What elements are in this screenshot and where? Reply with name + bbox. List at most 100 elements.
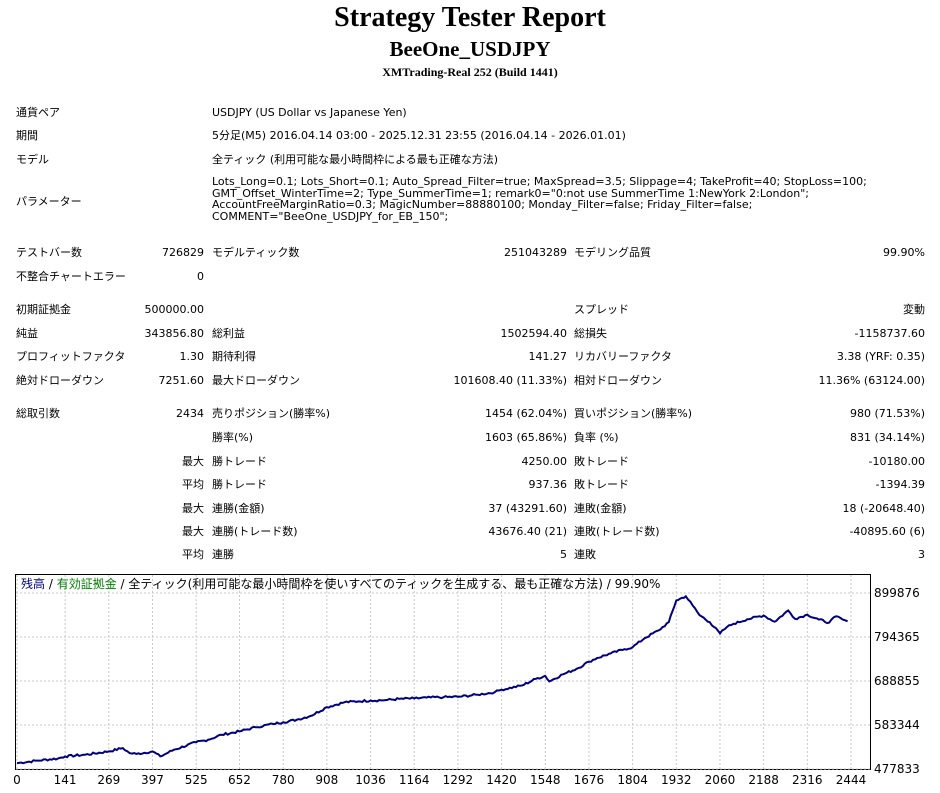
avg-consec-win-value: 5: [560, 548, 567, 561]
balance-line: [16, 594, 848, 765]
x-tick-label: 1164: [398, 773, 430, 787]
recovery-factor-value: 3.38 (YRF: 0.35): [836, 350, 925, 363]
model-label: モデル: [16, 153, 49, 166]
short-positions-value: 1454 (62.04%): [484, 407, 567, 420]
avg-consec-loss-label: 連敗: [574, 548, 596, 561]
consec-loss-trades-label: 連敗(トレード数): [574, 525, 660, 538]
loss-rate-value: 831 (34.14%): [849, 431, 925, 444]
win-rate-label: 勝率(%): [212, 431, 254, 444]
spread-value: 変動: [903, 303, 925, 316]
recovery-factor-label: リカバリーファクタ: [574, 350, 672, 363]
params-line: AccountFreeMarginRatio=0.3; MagicNumber=…: [212, 198, 753, 211]
expected-payoff-label: 期待利得: [212, 350, 256, 363]
y-tick-label: 899876: [874, 586, 920, 600]
symbol-label: 通貨ペア: [16, 106, 60, 119]
consec-win-trades-value: 43676.40 (21): [488, 525, 567, 538]
legend-separator: /: [45, 577, 57, 591]
max-loss-value: -10180.00: [868, 455, 925, 468]
max-word: 最大: [182, 455, 204, 468]
x-tick-label: 908: [315, 773, 339, 787]
period-value: 5分足(M5) 2016.04.14 03:00 - 2025.12.31 23…: [212, 129, 626, 142]
spread-label: スプレッド: [574, 303, 629, 316]
x-tick-label: 2060: [704, 773, 736, 787]
model-value: 全ティック (利用可能な最小時間枠による最も正確な方法): [212, 153, 499, 166]
avg-loss-value: -1394.39: [875, 478, 925, 491]
x-tick-label: 1548: [529, 773, 561, 787]
x-tick-label: 1804: [617, 773, 648, 787]
x-tick-label: 1036: [355, 773, 386, 787]
quality-label: モデリング品質: [574, 246, 651, 259]
legend-equity: 有効証拠金: [56, 577, 117, 591]
chart-grid: [16, 575, 870, 770]
long-positions-label: 買いポジション(勝率%): [574, 407, 693, 420]
symbol-value: USDJPY (US Dollar vs Japanese Yen): [212, 106, 407, 119]
chart-legend: 残高 / 有効証拠金 / 全ティック(利用可能な最小時間枠を使いすべてのティック…: [21, 577, 660, 591]
rel-drawdown-value: 11.36% (63124.00): [818, 374, 925, 387]
deposit-value: 500000.00: [144, 303, 205, 316]
x-tick-label: 2444: [835, 773, 867, 787]
x-tick-label: 269: [97, 773, 121, 787]
consec-loss-trades-value: -40895.60 (6): [849, 525, 925, 538]
net-profit-value: 343856.80: [144, 327, 205, 340]
consec-win-trades-label: 連勝(トレード数): [212, 525, 298, 538]
x-tick-label: 397: [141, 773, 164, 787]
x-tick-label: 1420: [486, 773, 517, 787]
legend-description: / 全ティック(利用可能な最小時間枠を使いすべてのティックを生成する、最も正確な…: [116, 577, 661, 591]
deposit-label: 初期証拠金: [16, 303, 71, 316]
x-tick-label: 525: [184, 773, 208, 787]
total-trades-value: 2434: [176, 407, 204, 420]
bars-value: 726829: [162, 246, 204, 259]
avg-win-value: 937.36: [528, 478, 568, 491]
abs-drawdown-label: 絶対ドローダウン: [16, 374, 104, 387]
gross-loss-label: 総損失: [574, 327, 607, 340]
consec-win-amount-value: 37 (43291.60): [488, 502, 567, 515]
x-tick-label: 780: [271, 773, 295, 787]
consec-loss-amount-label: 連敗(金額): [574, 502, 627, 515]
net-profit-label: 純益: [16, 327, 38, 340]
y-tick-label: 688855: [874, 673, 920, 688]
x-tick-label: 2316: [792, 773, 823, 787]
avg-word: 平均: [182, 548, 204, 561]
x-tick-label: 652: [228, 773, 251, 787]
gross-profit-value: 1502594.40: [500, 327, 567, 340]
legend-balance: 残高: [21, 577, 46, 591]
max-win-value: 4250.00: [521, 455, 568, 468]
max-word: 最大: [182, 502, 204, 515]
consec-loss-amount-value: 18 (-20648.40): [842, 502, 925, 515]
y-tick-label: 583344: [874, 717, 920, 732]
avg-consec-loss-value: 3: [918, 548, 925, 561]
y-tick-label: 477833: [874, 762, 920, 776]
max-drawdown-label: 最大ドローダウン: [212, 374, 300, 387]
profit-factor-label: プロフィットファクタ: [16, 350, 126, 363]
period-label: 期間: [16, 129, 38, 142]
quality-value: 99.90%: [883, 246, 925, 259]
avg-consec-win-label: 連勝: [212, 548, 234, 561]
win-rate-value: 1603 (65.86%): [484, 431, 567, 444]
ticks-label: モデルティック数: [212, 246, 300, 259]
x-tick-label: 2188: [748, 773, 779, 787]
y-tick-label: 794365: [874, 630, 920, 644]
params-line: COMMENT="BeeOne_USDJPY_for_EB_150";: [212, 209, 449, 223]
gross-profit-label: 総利益: [212, 327, 245, 340]
mismatch-value: 0: [197, 270, 204, 283]
chart-frame: [15, 574, 871, 770]
gross-loss-value: -1158737.60: [854, 327, 925, 340]
expected-payoff-value: 141.27: [528, 350, 568, 363]
balance-chart: [15, 574, 871, 770]
params-line: GMT_Offset_WinterTime=2; Type_SummerTime…: [212, 186, 809, 200]
loss-rate-label: 負率 (%): [574, 431, 619, 444]
avg-word: 平均: [182, 478, 204, 491]
x-tick-label: 1932: [661, 773, 692, 787]
x-tick-label: 1676: [573, 773, 605, 787]
max-drawdown-value: 101608.40 (11.33%): [453, 374, 567, 387]
mismatch-label: 不整合チャートエラー: [16, 270, 126, 283]
max-loss-label: 敗トレード: [574, 455, 629, 468]
ticks-value: 251043289: [504, 246, 567, 259]
x-tick-label: 1292: [442, 773, 474, 787]
report-title: Strategy Tester Report: [334, 2, 606, 33]
x-tick-label: 0: [13, 773, 21, 787]
total-trades-label: 総取引数: [16, 407, 60, 420]
params-label: パラメーター: [16, 195, 82, 208]
server-build: XMTrading-Real 252 (Build 1441): [382, 65, 558, 79]
params-value: Lots_Long=0.1; Lots_Short=0.1; Auto_Spre…: [212, 176, 867, 222]
